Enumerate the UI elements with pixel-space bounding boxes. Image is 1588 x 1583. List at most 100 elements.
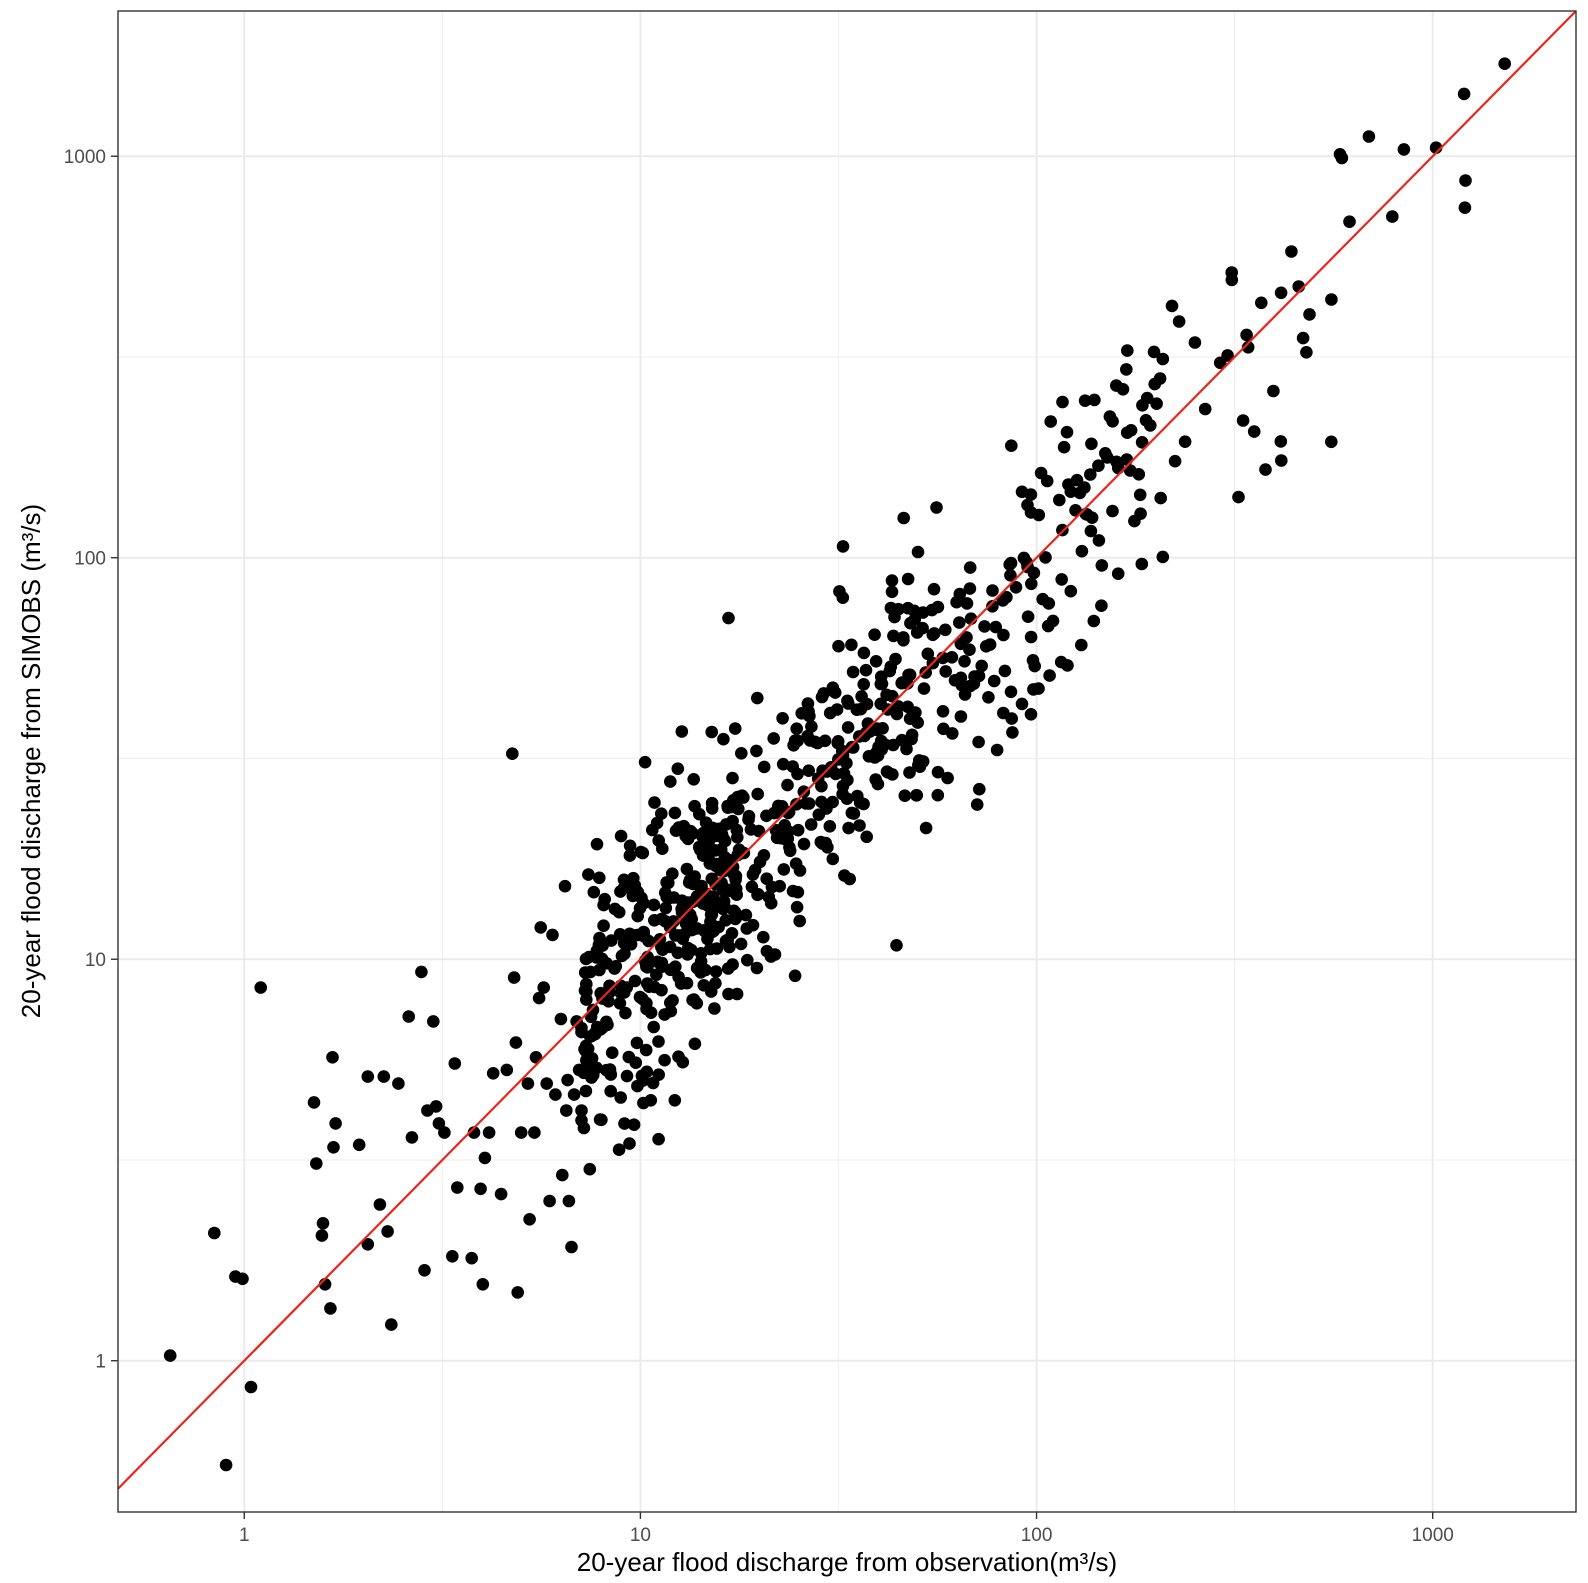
data-point — [890, 939, 903, 952]
data-point — [486, 1067, 500, 1080]
data-point — [939, 623, 952, 637]
data-point — [690, 997, 704, 1010]
data-point — [377, 1070, 391, 1083]
data-point — [1106, 504, 1119, 518]
data-point — [815, 795, 828, 809]
data-point — [953, 616, 966, 629]
data-point — [623, 839, 637, 853]
data-point — [641, 961, 654, 974]
data-point — [801, 697, 815, 710]
data-point — [648, 796, 661, 809]
data-point — [652, 1035, 665, 1048]
data-point — [1095, 559, 1109, 572]
data-point — [540, 1077, 553, 1090]
x-tick-label: 100 — [1021, 1525, 1053, 1546]
data-point — [494, 1187, 508, 1201]
data-point — [909, 706, 922, 719]
data-point — [693, 807, 706, 821]
data-point — [1024, 630, 1038, 644]
data-point — [742, 813, 755, 826]
data-point — [163, 1349, 177, 1362]
data-point — [1188, 336, 1202, 349]
data-point — [620, 1069, 634, 1083]
data-point — [735, 789, 749, 802]
x-axis-ticks: 1 10 100 1000 — [239, 1512, 1454, 1546]
data-point — [751, 691, 764, 705]
y-tick-label: 100 — [74, 549, 106, 570]
data-point — [1021, 498, 1034, 512]
data-point — [1092, 534, 1106, 547]
data-point — [750, 744, 763, 758]
data-point — [726, 958, 739, 971]
data-point — [845, 638, 858, 652]
data-point — [1303, 308, 1316, 321]
data-point — [860, 830, 873, 844]
data-point — [1034, 466, 1048, 480]
data-point — [901, 572, 915, 586]
data-point — [1259, 463, 1272, 476]
data-point — [658, 886, 672, 899]
data-point — [1136, 399, 1149, 412]
data-point — [776, 712, 789, 725]
data-point — [826, 681, 840, 694]
y-tick-label: 10 — [85, 950, 106, 971]
data-point — [244, 1380, 258, 1394]
data-point — [819, 836, 832, 850]
data-point — [1046, 614, 1060, 628]
data-point — [604, 1084, 617, 1098]
data-point — [728, 722, 742, 735]
data-point — [709, 859, 723, 873]
data-point — [316, 1217, 330, 1230]
data-point — [950, 595, 963, 609]
data-point — [859, 663, 873, 677]
data-point — [586, 1068, 600, 1082]
data-point — [1101, 451, 1114, 464]
data-point — [1028, 659, 1041, 673]
data-point — [989, 620, 1002, 634]
data-point — [727, 868, 740, 881]
data-point — [1459, 174, 1472, 187]
data-point — [558, 879, 572, 893]
data-point — [703, 821, 716, 834]
data-point — [1232, 490, 1245, 504]
data-point — [823, 706, 837, 720]
data-point — [857, 678, 870, 691]
data-point — [582, 868, 595, 881]
data-point — [941, 771, 954, 785]
data-point — [1148, 377, 1161, 391]
data-point — [474, 1182, 487, 1196]
data-point — [911, 545, 925, 559]
data-point — [722, 987, 735, 1001]
data-point — [702, 835, 715, 848]
data-point — [1095, 599, 1108, 612]
data-point — [361, 1070, 375, 1083]
data-point — [1055, 573, 1068, 586]
data-point — [870, 722, 884, 735]
data-point — [658, 1053, 671, 1067]
data-point — [1069, 504, 1082, 517]
data-point — [1085, 437, 1098, 451]
data-point — [631, 1079, 644, 1093]
data-point — [579, 1084, 593, 1098]
data-point — [307, 1096, 321, 1109]
data-point — [598, 892, 611, 906]
data-point — [757, 760, 771, 774]
data-point — [668, 1094, 682, 1107]
data-point — [1004, 569, 1017, 582]
data-point — [726, 814, 739, 828]
data-point — [327, 1141, 340, 1154]
data-point — [790, 900, 804, 914]
data-point — [705, 725, 718, 739]
data-point — [869, 655, 883, 668]
data-point — [904, 616, 917, 630]
data-point — [664, 775, 677, 788]
data-point — [1247, 425, 1261, 438]
data-point — [1178, 435, 1192, 449]
data-point — [560, 1104, 573, 1117]
data-point — [1274, 286, 1288, 300]
data-point — [919, 821, 933, 835]
data-point — [415, 965, 428, 979]
data-point — [448, 1057, 462, 1070]
data-point — [1005, 439, 1018, 453]
data-point — [996, 594, 1010, 607]
